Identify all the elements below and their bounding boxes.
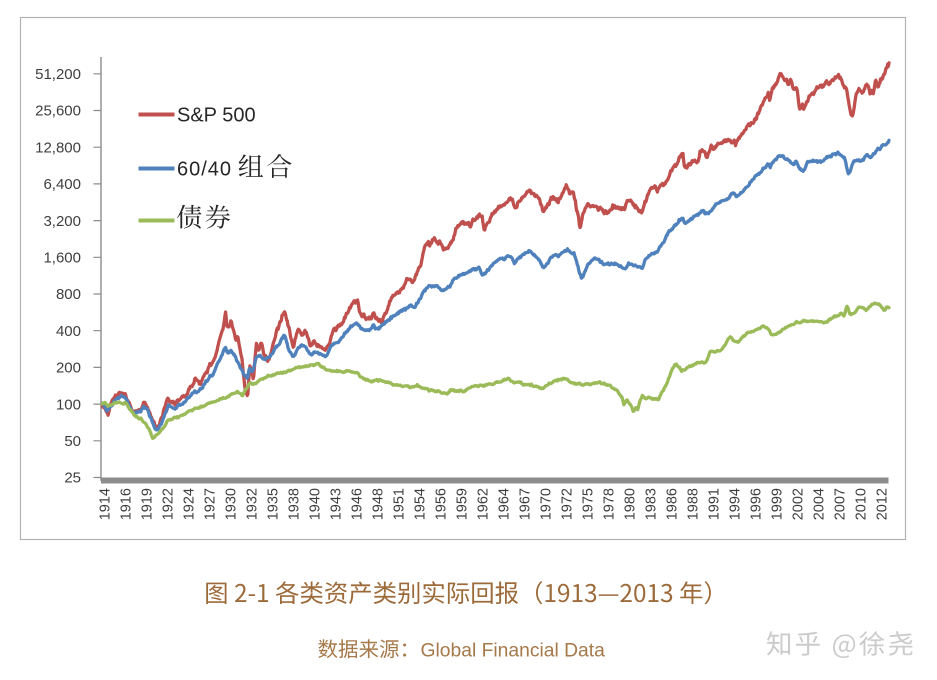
svg-text:50: 50 (64, 433, 81, 450)
svg-text:1951: 1951 (391, 488, 407, 520)
svg-text:200: 200 (56, 360, 81, 377)
svg-text:100: 100 (56, 396, 81, 413)
svg-text:1940: 1940 (307, 488, 323, 520)
svg-text:1991: 1991 (706, 488, 722, 520)
svg-text:1988: 1988 (685, 488, 701, 520)
svg-text:1946: 1946 (349, 488, 365, 520)
svg-text:1962: 1962 (475, 488, 491, 520)
svg-text:25: 25 (64, 470, 81, 487)
svg-text:1983: 1983 (643, 488, 659, 520)
svg-text:1964: 1964 (496, 488, 512, 520)
svg-text:1943: 1943 (328, 488, 344, 520)
svg-text:S&P 500: S&P 500 (177, 105, 256, 127)
svg-text:1970: 1970 (538, 488, 554, 520)
svg-text:1996: 1996 (748, 488, 764, 520)
svg-text:2010: 2010 (853, 488, 869, 520)
svg-text:1935: 1935 (265, 488, 281, 520)
svg-text:1916: 1916 (118, 488, 134, 520)
svg-text:1914: 1914 (97, 488, 113, 520)
svg-text:1975: 1975 (580, 488, 596, 520)
svg-text:6,400: 6,400 (43, 176, 81, 193)
svg-text:2002: 2002 (790, 488, 806, 520)
svg-text:1999: 1999 (769, 488, 785, 520)
svg-text:1,600: 1,600 (43, 250, 81, 267)
svg-text:1938: 1938 (286, 488, 302, 520)
svg-text:1948: 1948 (370, 488, 386, 520)
svg-text:1967: 1967 (517, 488, 533, 520)
svg-text:2004: 2004 (811, 488, 827, 520)
svg-text:1959: 1959 (454, 488, 470, 520)
svg-text:1956: 1956 (433, 488, 449, 520)
svg-text:51,200: 51,200 (35, 66, 81, 83)
svg-text:Global Financial Data: Global Financial Data (421, 641, 606, 662)
svg-text:25,600: 25,600 (35, 103, 81, 120)
svg-text:1922: 1922 (160, 488, 176, 520)
svg-text:1972: 1972 (559, 488, 575, 520)
svg-text:800: 800 (56, 286, 81, 303)
svg-text:1927: 1927 (202, 488, 218, 520)
svg-text:1978: 1978 (601, 488, 617, 520)
svg-text:2012: 2012 (874, 488, 890, 520)
svg-text:1919: 1919 (139, 488, 155, 520)
svg-text:12,800: 12,800 (35, 139, 81, 156)
svg-text:60/40: 60/40 (177, 159, 232, 181)
svg-text:2007: 2007 (832, 488, 848, 520)
svg-text:1980: 1980 (622, 488, 638, 520)
svg-text:1994: 1994 (727, 488, 743, 520)
svg-text:1932: 1932 (244, 488, 260, 520)
svg-text:400: 400 (56, 323, 81, 340)
svg-text:1930: 1930 (223, 488, 239, 520)
svg-text:1986: 1986 (664, 488, 680, 520)
svg-text:1924: 1924 (181, 488, 197, 520)
svg-text:3,200: 3,200 (43, 213, 81, 230)
svg-text:1954: 1954 (412, 488, 428, 520)
